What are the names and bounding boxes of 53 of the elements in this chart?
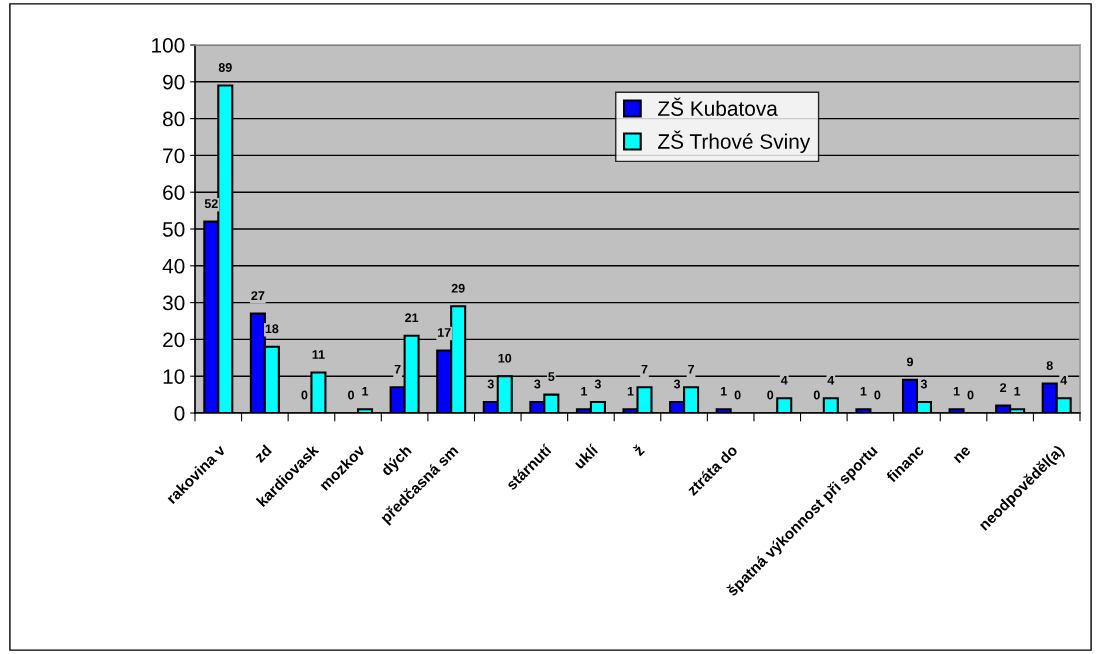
data-label: 0 xyxy=(874,390,881,400)
data-label: 3 xyxy=(920,379,927,389)
y-tick-label: 50 xyxy=(162,222,185,237)
x-tick-label: ne xyxy=(953,445,972,464)
y-tick-label: 0 xyxy=(174,406,185,421)
data-label: 3 xyxy=(487,379,494,389)
data-label: 2 xyxy=(1000,383,1007,392)
legend-label: ZŠ Kubatova xyxy=(658,97,778,116)
data-label: 5 xyxy=(548,372,555,382)
y-tick-label: 100 xyxy=(152,38,185,53)
y-tick-label: 10 xyxy=(163,369,185,384)
data-label: 0 xyxy=(967,390,974,400)
data-label: 4 xyxy=(827,375,835,385)
data-label: 11 xyxy=(312,350,325,359)
data-label: 7 xyxy=(394,364,401,374)
data-label: 1 xyxy=(860,387,867,396)
data-label: 9 xyxy=(906,357,913,367)
y-tick-label: 60 xyxy=(163,185,185,200)
y-tick-label: 40 xyxy=(162,258,185,274)
data-label: 0 xyxy=(767,390,774,400)
data-label: 1 xyxy=(1014,387,1021,396)
y-tick-label: 70 xyxy=(163,148,185,164)
data-label: 29 xyxy=(451,283,465,293)
data-label: 7 xyxy=(688,364,694,374)
data-label: 3 xyxy=(534,379,541,389)
legend-label: ZŠ Trhové Sviny xyxy=(658,130,811,154)
y-tick-label: 80 xyxy=(163,111,185,127)
data-label: 10 xyxy=(498,353,512,363)
data-label: 21 xyxy=(405,313,419,323)
data-label: 27 xyxy=(251,291,265,300)
data-label: 1 xyxy=(627,387,634,396)
y-tick-label: 90 xyxy=(163,74,185,90)
data-label: 1 xyxy=(720,387,727,396)
y-tick-label: 30 xyxy=(162,295,185,311)
data-label: 7 xyxy=(641,364,648,374)
data-label: 8 xyxy=(1046,361,1053,370)
data-label: 4 xyxy=(1060,375,1068,385)
data-label: 0 xyxy=(813,390,820,400)
data-label: 3 xyxy=(673,379,681,389)
data-label: 0 xyxy=(301,390,308,400)
data-label: 17 xyxy=(438,328,451,337)
x-tick-label: ž xyxy=(632,443,645,457)
y-tick-label: 20 xyxy=(163,332,185,348)
data-label: 1 xyxy=(362,387,369,396)
data-label: 52 xyxy=(204,199,218,209)
data-label: 3 xyxy=(594,379,601,389)
data-label: 1 xyxy=(581,387,588,396)
data-label: 0 xyxy=(348,390,354,400)
data-label: 0 xyxy=(734,390,741,400)
data-label: 18 xyxy=(265,324,279,334)
data-label: 89 xyxy=(218,63,232,72)
data-label: 1 xyxy=(953,387,960,396)
data-label: 4 xyxy=(780,375,788,385)
